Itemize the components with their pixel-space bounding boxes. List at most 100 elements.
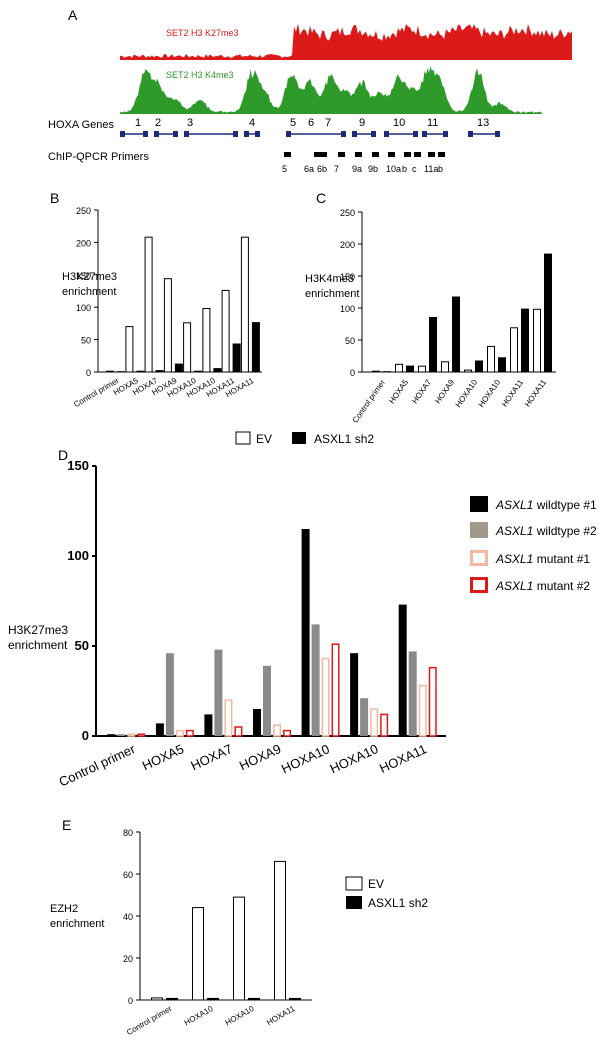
legend-ev-swatch — [235, 431, 251, 445]
panel-b-letter: B — [50, 190, 59, 206]
y-tick-label: 20 — [123, 954, 133, 964]
bar — [429, 317, 437, 372]
bar — [251, 322, 260, 372]
legend-e-ev-label: EV — [368, 877, 384, 891]
bar — [521, 308, 529, 372]
y-tick-label: 250 — [340, 208, 355, 218]
green-track-label: SET2 H3 K4me3 — [166, 70, 234, 80]
primer-marker — [320, 152, 327, 157]
x-tick-label: Control primer — [125, 1004, 174, 1037]
primer-markers: 5 6a 6b 7 9a 9b 10a b c 11a b — [282, 152, 445, 174]
y-tick-label: 0 — [128, 996, 133, 1006]
bar — [248, 997, 260, 1000]
bar — [232, 343, 241, 372]
bar — [372, 370, 380, 373]
y-tick-label: 100 — [340, 304, 355, 314]
x-tick-label: HOXA10 — [183, 1004, 215, 1028]
gene-number: 2 — [155, 117, 161, 129]
primer-marker — [404, 152, 411, 157]
gene-exon — [286, 131, 291, 137]
gene-exon — [173, 131, 178, 137]
primer-marker — [284, 152, 291, 157]
bar — [274, 860, 286, 1001]
y-tick-label: 150 — [67, 458, 89, 473]
primer-marker — [338, 152, 345, 157]
gene-number: 7 — [325, 117, 331, 129]
gene-exon — [233, 131, 238, 137]
bar — [441, 361, 449, 373]
bar — [510, 327, 518, 373]
bar — [213, 368, 222, 372]
bar — [127, 733, 136, 737]
bar — [192, 907, 204, 1001]
bar — [331, 643, 340, 737]
gene-exon — [143, 131, 148, 137]
gene-number: 6 — [308, 117, 314, 129]
y-axis-label: H3K27me3 — [62, 271, 117, 283]
gene-exon — [495, 131, 500, 137]
bar — [311, 624, 320, 736]
primer-label: c — [412, 164, 417, 174]
bar — [194, 370, 203, 372]
bar — [370, 708, 379, 737]
y-tick-label: 150 — [340, 272, 355, 282]
bar — [263, 665, 271, 736]
primer-label: b — [402, 164, 407, 174]
bar — [398, 604, 407, 736]
bar — [137, 733, 146, 737]
bar — [406, 365, 414, 372]
legend-d-label: ASXL1 mutant #2 — [495, 579, 590, 593]
legend-e-sh2-swatch — [346, 896, 362, 909]
bar — [544, 253, 552, 372]
y-tick-label: 80 — [123, 828, 133, 838]
bar — [125, 326, 134, 373]
panel-c-letter: C — [316, 190, 326, 206]
bar — [202, 308, 211, 373]
y-tick-label: 150 — [76, 271, 91, 281]
y-axis-label: enrichment — [305, 288, 359, 300]
bar — [418, 684, 427, 737]
gene-number: 4 — [249, 117, 255, 129]
bar — [221, 289, 230, 373]
bar — [360, 698, 369, 736]
x-tick-label: HOXA9 — [433, 378, 456, 406]
y-tick-label: 250 — [76, 206, 91, 216]
chip-qpcr-primers-label: ChIP-QPCR Primers — [48, 151, 149, 163]
gene-exon — [443, 131, 448, 137]
bar — [151, 997, 163, 1001]
gene-exon — [244, 131, 249, 137]
gene-exon — [184, 131, 189, 137]
legend-d: ASXL1 wildtype #1 ASXL1 wildtype #2 ASXL1 … — [470, 496, 597, 593]
x-tick-label: HOXA11 — [377, 741, 429, 776]
x-tick-label: HOXA5 — [140, 741, 186, 773]
bar — [383, 371, 391, 372]
x-tick-label: Control primer — [351, 378, 388, 425]
bar — [224, 699, 233, 737]
y-tick-label: 60 — [123, 870, 133, 880]
primer-marker — [428, 152, 435, 157]
y-tick-label: 50 — [81, 336, 91, 346]
primer-label: 6a — [304, 164, 314, 174]
bar — [321, 657, 330, 737]
bar — [155, 370, 164, 372]
x-tick-label: HOXA11 — [523, 378, 548, 409]
gene-exon — [352, 131, 357, 137]
legend-d-swatch — [470, 496, 488, 512]
bar — [452, 296, 460, 372]
bar — [117, 371, 126, 372]
bar — [475, 360, 483, 372]
legend-d-label: ASXL1 mutant #1 — [495, 552, 590, 566]
bar — [253, 709, 261, 736]
y-axis-label: enrichment — [8, 638, 68, 652]
gene-exon — [413, 131, 418, 137]
gene-number: 11 — [427, 117, 438, 129]
legend-sh2-label: ASXL1 sh2 — [314, 432, 374, 446]
legend-ev-label: EV — [256, 432, 272, 446]
bar — [204, 714, 213, 736]
bar — [464, 369, 472, 373]
primer-marker — [388, 152, 395, 157]
k4me3-track — [120, 66, 542, 114]
y-tick-label: 0 — [86, 368, 91, 378]
bar — [214, 649, 223, 736]
